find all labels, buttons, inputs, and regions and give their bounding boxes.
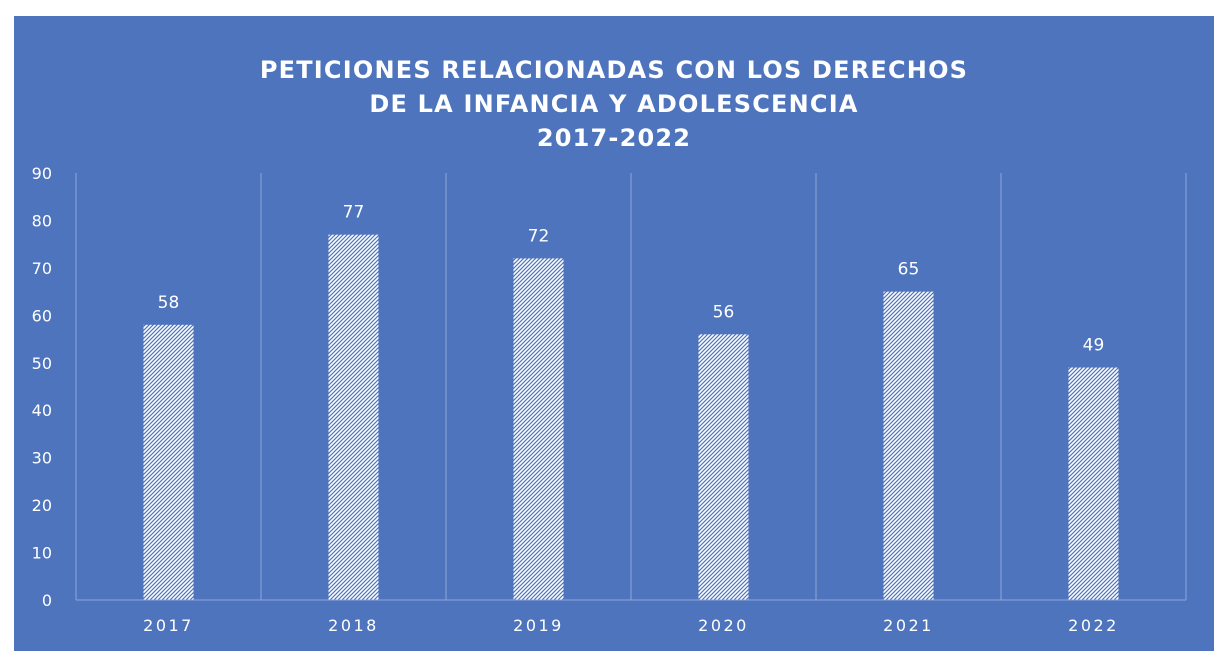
y-tick-label: 10: [32, 544, 52, 563]
x-tick-label-2019: 2019: [513, 616, 564, 635]
y-tick-label: 40: [32, 401, 52, 420]
chart-title-line-3: 2017-2022: [536, 124, 692, 152]
gridlines: [75, 173, 1187, 600]
bar-2019: [513, 258, 564, 600]
bar-2021: [883, 291, 934, 600]
data-label-2021: 65: [898, 260, 920, 280]
y-axis-ticks: 0 10 20 30 40 50 60 70 80 90: [32, 164, 52, 610]
data-label-2017: 58: [158, 293, 180, 313]
y-tick-label: 20: [32, 496, 52, 515]
x-tick-label-2017: 2017: [143, 616, 194, 635]
bar-2022: [1068, 367, 1119, 600]
x-axis-ticks: 2017 2018 2019 2020 2021 2022: [143, 616, 1119, 635]
y-tick-label: 30: [32, 449, 52, 468]
chart-title-line-1: PETICIONES RELACIONADAS CON LOS DERECHOS: [259, 56, 969, 84]
x-tick-label-2022: 2022: [1068, 616, 1119, 635]
bar-2018: [328, 234, 379, 600]
bars: [143, 234, 1119, 600]
y-tick-label: 70: [32, 259, 52, 278]
data-label-2019: 72: [528, 226, 550, 246]
bar-2017: [143, 324, 194, 600]
data-label-2020: 56: [713, 302, 735, 322]
data-labels: 58 77 72 56 65 49: [158, 203, 1105, 356]
y-tick-label: 90: [32, 164, 52, 183]
y-tick-label: 50: [32, 354, 52, 373]
y-tick-label: 80: [32, 211, 52, 230]
chart-panel: PETICIONES RELACIONADAS CON LOS DERECHOS…: [14, 16, 1214, 651]
x-tick-label-2020: 2020: [698, 616, 749, 635]
bar-2020: [698, 334, 749, 600]
x-tick-label-2021: 2021: [883, 616, 934, 635]
chart-title-line-2: DE LA INFANCIA Y ADOLESCENCIA: [369, 90, 859, 118]
data-label-2022: 49: [1083, 336, 1105, 356]
y-tick-label: 0: [42, 591, 52, 610]
y-tick-label: 60: [32, 306, 52, 325]
x-tick-label-2018: 2018: [328, 616, 379, 635]
data-label-2018: 77: [343, 203, 365, 223]
